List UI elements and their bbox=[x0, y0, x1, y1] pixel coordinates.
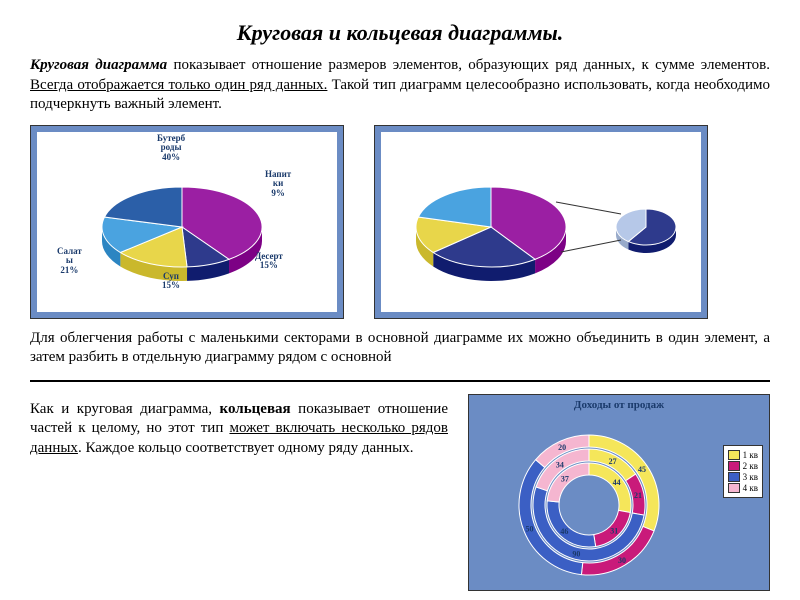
svg-text:45: 45 bbox=[638, 465, 646, 474]
paragraph-3: Как и круговая диаграмма, кольцевая пока… bbox=[30, 400, 448, 585]
pie-slice-label: Десерт15% bbox=[255, 252, 283, 272]
svg-text:50: 50 bbox=[526, 524, 534, 533]
paragraph-1: Круговая диаграмма показывает отношение … bbox=[30, 56, 770, 115]
page-title: Круговая и кольцевая диаграммы. bbox=[30, 20, 770, 46]
paragraph-2: Для облегчения работы с маленькими секто… bbox=[30, 329, 770, 368]
svg-text:90: 90 bbox=[572, 549, 580, 558]
pie-slice-label: Напитки9% bbox=[265, 170, 291, 200]
legend-swatch bbox=[728, 461, 740, 471]
svg-text:21: 21 bbox=[634, 491, 642, 500]
pie-slice-label: Суп15% bbox=[162, 272, 180, 292]
svg-text:44: 44 bbox=[613, 477, 621, 486]
svg-text:34: 34 bbox=[556, 460, 564, 469]
legend-swatch bbox=[728, 483, 740, 493]
pie-chart-labeled: Бутерброды40% Напитки9% Десерт15% Суп15% Сал… bbox=[30, 125, 344, 319]
p1a: показывает отношение размеров элементов,… bbox=[167, 57, 770, 73]
legend-item: 4 кв bbox=[728, 483, 758, 493]
svg-text:20: 20 bbox=[558, 442, 566, 451]
p3c: . Каждое кольцо соответствует одному ряд… bbox=[78, 440, 414, 456]
legend-label: 1 кв bbox=[743, 450, 758, 460]
p3a: Как и круговая диаграмма, bbox=[30, 401, 220, 417]
legend-swatch bbox=[728, 450, 740, 460]
p1-underline: Всегда отображается только один ряд данн… bbox=[30, 77, 327, 93]
donut-term: кольцевая bbox=[220, 401, 291, 417]
svg-text:30: 30 bbox=[618, 555, 626, 564]
bottom-row: Как и круговая диаграмма, кольцевая пока… bbox=[30, 394, 770, 591]
pie-of-pie-chart bbox=[374, 125, 708, 319]
legend-item: 2 кв bbox=[728, 461, 758, 471]
legend-item: 3 кв bbox=[728, 472, 758, 482]
svg-text:31: 31 bbox=[610, 526, 618, 535]
svg-text:27: 27 bbox=[609, 456, 617, 465]
pie-slice-label: Бутерброды40% bbox=[157, 134, 185, 164]
section-divider bbox=[30, 380, 770, 382]
svg-text:46: 46 bbox=[560, 527, 568, 536]
pie-slice-label: Салаты21% bbox=[57, 247, 82, 277]
donut-legend: 1 кв2 кв3 кв4 кв bbox=[723, 445, 763, 498]
svg-text:37: 37 bbox=[561, 474, 569, 483]
legend-label: 4 кв bbox=[743, 483, 758, 493]
legend-label: 2 кв bbox=[743, 461, 758, 471]
pie-charts-row: Бутерброды40% Напитки9% Десерт15% Суп15% Сал… bbox=[30, 125, 770, 319]
legend-swatch bbox=[728, 472, 740, 482]
pie-term: Круговая диаграмма bbox=[30, 57, 167, 73]
legend-label: 3 кв bbox=[743, 472, 758, 482]
legend-item: 1 кв bbox=[728, 450, 758, 460]
donut-chart: Доходы от продаж 45305020272190344431463… bbox=[468, 394, 770, 591]
